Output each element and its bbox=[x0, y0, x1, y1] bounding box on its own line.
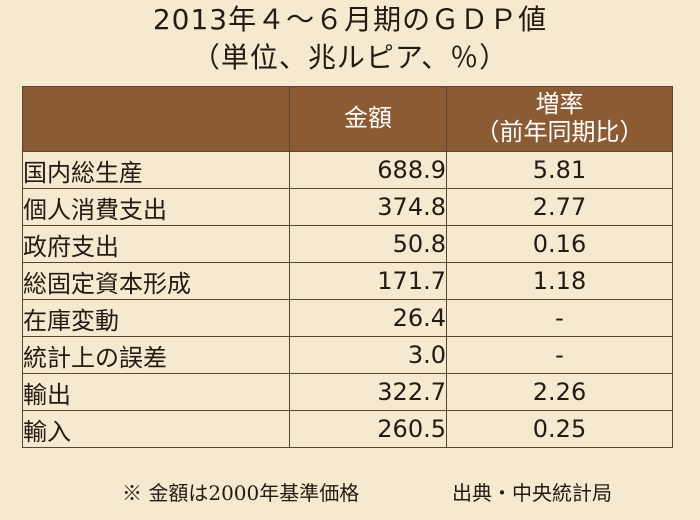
row-growth-rate: 2.26 bbox=[446, 373, 673, 411]
row-amount: 260.5 bbox=[289, 410, 447, 448]
row-growth-rate: - bbox=[446, 336, 673, 374]
title-line-2: （単位、兆ルピア、％） bbox=[191, 41, 509, 74]
row-growth-rate: 0.16 bbox=[446, 225, 673, 263]
header-growth-rate-line-1: 増率 bbox=[535, 90, 584, 119]
row-label: 国内総生産 bbox=[22, 151, 290, 189]
row-label: 統計上の誤差 bbox=[22, 336, 290, 374]
row-growth-rate: 2.77 bbox=[446, 188, 673, 226]
header-growth-rate-line-2: （前年同期比） bbox=[475, 118, 644, 146]
row-label: 総固定資本形成 bbox=[22, 262, 290, 300]
table-row: 輸入 260.5 0.25 bbox=[22, 410, 673, 448]
row-amount: 26.4 bbox=[289, 299, 447, 337]
row-amount: 688.9 bbox=[289, 151, 447, 189]
row-growth-rate: 0.25 bbox=[446, 410, 673, 448]
row-label: 個人消費支出 bbox=[22, 188, 290, 226]
table-row: 個人消費支出 374.8 2.77 bbox=[22, 188, 673, 226]
row-growth-rate: - bbox=[446, 299, 673, 337]
table-row: 政府支出 50.8 0.16 bbox=[22, 225, 673, 263]
footnote-source: 出典・中央統計局 bbox=[452, 481, 612, 505]
gdp-table: 金額 増率 （前年同期比） 国内総生産 688.9 5.81 個人消費支出 37… bbox=[22, 86, 673, 448]
header-growth-rate: 増率 （前年同期比） bbox=[446, 86, 673, 152]
row-amount: 374.8 bbox=[289, 188, 447, 226]
row-label: 輸入 bbox=[22, 410, 290, 448]
header-item bbox=[22, 86, 290, 152]
row-amount: 50.8 bbox=[289, 225, 447, 263]
row-amount: 322.7 bbox=[289, 373, 447, 411]
row-amount: 3.0 bbox=[289, 336, 447, 374]
row-amount: 171.7 bbox=[289, 262, 447, 300]
row-growth-rate: 5.81 bbox=[446, 151, 673, 189]
row-label: 政府支出 bbox=[22, 225, 290, 263]
table-header-row: 金額 増率 （前年同期比） bbox=[22, 86, 673, 152]
row-label: 輸出 bbox=[22, 373, 290, 411]
row-label: 在庫変動 bbox=[22, 299, 290, 337]
table-row: 在庫変動 26.4 - bbox=[22, 299, 673, 337]
table-row: 輸出 322.7 2.26 bbox=[22, 373, 673, 411]
title-line-1: 2013年４～６月期のＧＤＰ値 bbox=[152, 3, 548, 36]
row-growth-rate: 1.18 bbox=[446, 262, 673, 300]
header-amount: 金額 bbox=[289, 86, 447, 152]
table-row: 統計上の誤差 3.0 - bbox=[22, 336, 673, 374]
table-row: 国内総生産 688.9 5.81 bbox=[22, 151, 673, 189]
table-row: 総固定資本形成 171.7 1.18 bbox=[22, 262, 673, 300]
footnote-note: ※ 金額は2000年基準価格 bbox=[122, 481, 360, 505]
